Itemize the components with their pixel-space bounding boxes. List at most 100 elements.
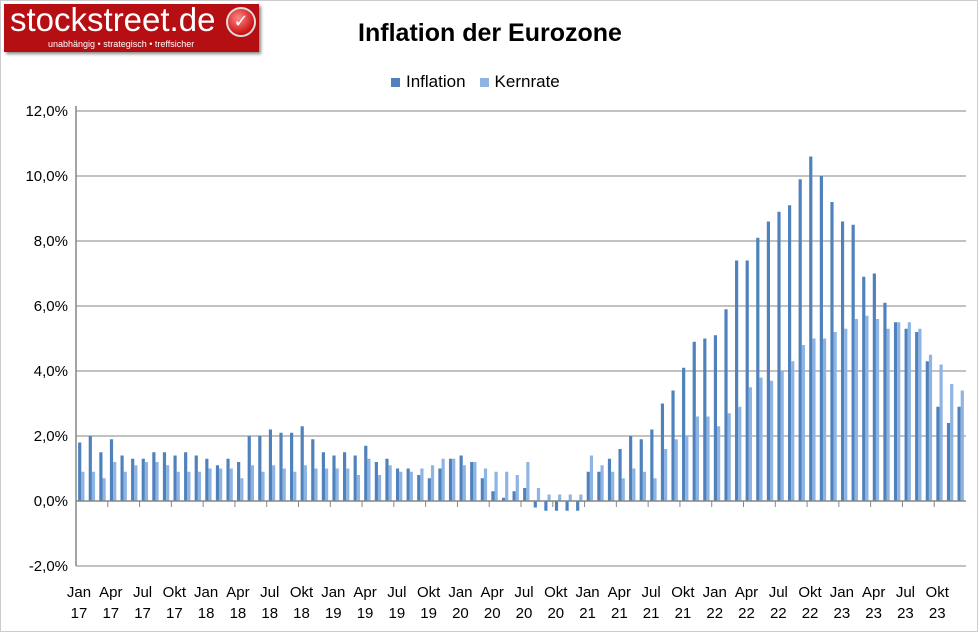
bar-inflation [215,465,220,501]
bar-inflation [237,462,241,501]
bar-inflation [321,452,325,501]
bar-kernrate [505,471,509,501]
bar-inflation [184,452,188,501]
x-tick-label-year: 19 [325,605,342,622]
legend-label-kernrate: Kernrate [494,72,560,91]
bar-inflation [512,491,516,501]
bar-kernrate [187,471,191,501]
bar-inflation [618,449,622,501]
x-tick-label-year: 22 [706,605,723,622]
bar-kernrate [261,471,265,501]
bar-kernrate [759,377,763,501]
bar-kernrate [409,471,413,501]
bar-inflation [915,332,919,501]
bar-inflation [205,458,209,501]
x-tick-label-month: Okt [290,584,314,601]
x-tick-label-month: Jan [321,584,345,601]
x-tick-label-month: Apr [481,584,504,601]
x-tick-label-year: 23 [834,605,851,622]
x-tick-label-year: 19 [420,605,437,622]
bar-inflation [406,468,410,501]
bar-kernrate [928,354,933,501]
bar-kernrate [611,471,615,501]
bar-inflation [491,491,495,501]
bar-inflation [311,439,315,501]
legend-item-inflation: Inflation [391,72,466,92]
bar-inflation [745,260,749,501]
bar-inflation [671,390,675,501]
stockstreet-logo: stockstreet.de unabhängig • strategisch … [4,1,259,52]
bar-inflation [162,452,167,501]
bar-inflation [131,458,135,501]
bar-kernrate [833,332,837,501]
x-tick-label-year: 23 [929,605,946,622]
bar-kernrate [960,390,964,501]
x-tick-label-year: 22 [802,605,819,622]
bar-inflation [268,429,273,501]
bar-kernrate [812,338,816,501]
bar-kernrate [166,465,170,501]
bar-inflation [904,328,908,501]
bar-kernrate [462,465,466,501]
x-tick-label-year: 21 [643,605,660,622]
x-tick-label-month: Jan [67,584,91,601]
x-tick-label-year: 17 [102,605,119,622]
x-tick-label-month: Jul [514,584,533,601]
bar-inflation [724,309,728,501]
bar-kernrate [176,471,180,501]
bar-inflation [798,179,802,501]
checkmark-icon: ✓ [226,7,256,37]
bar-kernrate [303,465,307,501]
bar-inflation [194,455,198,501]
y-tick-label: 6,0% [34,298,68,315]
bar-kernrate [102,478,106,501]
bar-inflation [809,156,813,501]
bar-kernrate [918,328,922,501]
bar-kernrate [399,471,403,501]
bar-kernrate [801,345,805,501]
x-tick-label-year: 22 [738,605,755,622]
bar-inflation [554,501,559,511]
bar-kernrate [388,465,392,501]
bar-inflation [395,468,400,501]
x-tick-label-month: Jan [830,584,854,601]
bar-kernrate [494,471,498,501]
x-tick-label-month: Jul [896,584,915,601]
bar-inflation [438,468,442,501]
bar-inflation [480,478,484,501]
logo-tagline: unabhängig • strategisch • treffsicher [48,39,195,49]
bar-inflation [936,406,940,501]
bar-inflation [279,432,283,501]
x-tick-label-month: Apr [862,584,885,601]
y-tick-label: -2,0% [29,558,68,575]
bar-inflation [766,221,770,501]
legend-swatch-inflation [391,78,400,87]
bar-inflation [735,260,739,501]
bar-kernrate [685,436,689,501]
bar-kernrate [335,468,339,501]
bar-inflation [639,439,643,501]
chart-title: Inflation der Eurozone [358,19,622,47]
bar-kernrate [653,478,657,501]
x-tick-label-year: 18 [230,605,247,622]
bar-inflation [99,452,103,501]
bar-kernrate [886,328,890,501]
x-tick-label-year: 22 [770,605,787,622]
bar-kernrate [579,494,583,501]
bar-inflation [533,501,537,508]
bar-inflation [343,452,347,501]
bar-kernrate [346,468,350,501]
bar-kernrate [621,478,625,501]
legend-label-inflation: Inflation [406,72,466,91]
bar-inflation [713,335,718,501]
x-tick-label-year: 17 [134,605,151,622]
bar-kernrate [377,475,382,501]
bar-kernrate [780,371,784,501]
x-tick-label-month: Apr [226,584,249,601]
x-tick-label-month: Okt [544,584,568,601]
bar-kernrate [865,315,869,501]
x-tick-label-year: 20 [484,605,501,622]
bar-kernrate [483,468,488,501]
bar-kernrate [134,465,138,501]
x-tick-label-month: Jul [769,584,788,601]
